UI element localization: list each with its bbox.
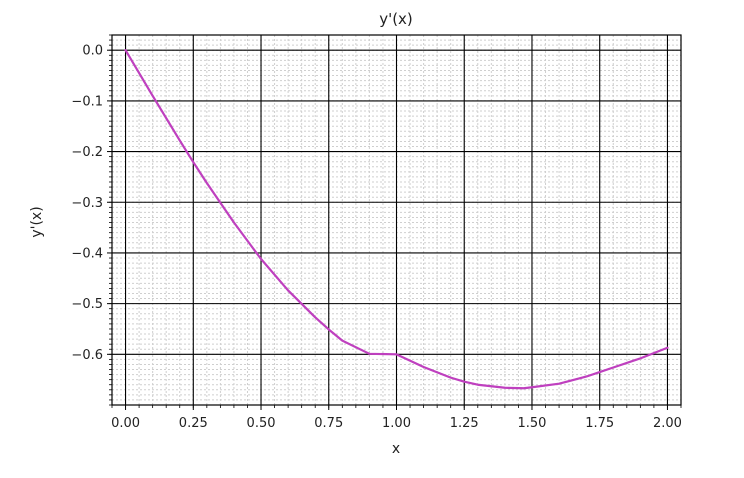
y-tick-label: 0.0 [82, 44, 103, 59]
y-tick-label: −0.1 [71, 94, 103, 109]
series-line-0 [124, 49, 669, 390]
x-tick-label: 1.00 [382, 416, 411, 431]
x-tick-label: 2.00 [653, 416, 682, 431]
x-tick-label: 0.50 [247, 416, 276, 431]
y-tick-label: −0.5 [71, 297, 103, 312]
x-tick-label: 1.75 [585, 416, 614, 431]
y-tick-label: −0.6 [71, 348, 103, 363]
x-tick-label: 1.25 [450, 416, 479, 431]
y-axis-label: y'(x) [29, 206, 45, 237]
x-tick-label: 0.00 [111, 416, 140, 431]
grid-group [111, 34, 682, 406]
chart-title: y'(x) [379, 10, 413, 28]
x-tick-label: 0.25 [179, 416, 208, 431]
x-tick-label: 0.75 [314, 416, 343, 431]
y-tick-label: −0.4 [71, 246, 103, 261]
y-tick-label: −0.3 [71, 196, 103, 211]
x-axis-label: x [392, 441, 400, 457]
y-tick-label: −0.2 [71, 145, 103, 160]
x-tick-label: 1.50 [517, 416, 546, 431]
